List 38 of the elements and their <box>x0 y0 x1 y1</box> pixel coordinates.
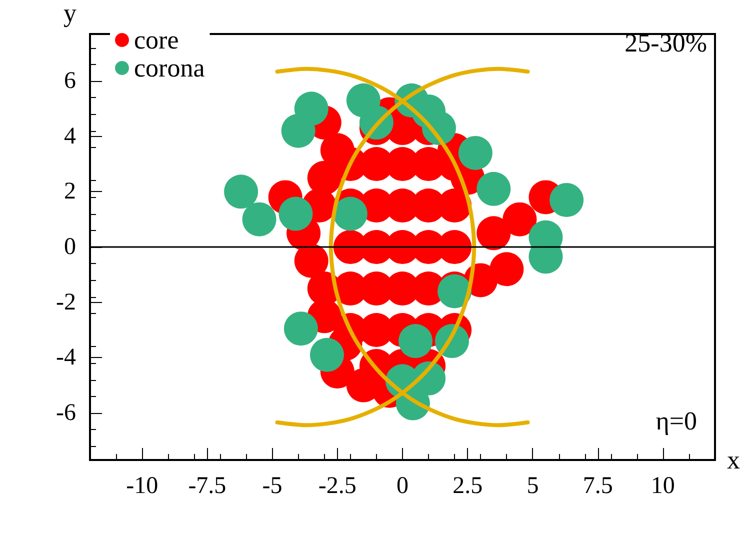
x-tick-label: -10 <box>126 473 158 499</box>
annotation: 25-30% <box>624 28 708 58</box>
x-tick-label: 2.5 <box>452 473 483 499</box>
x-tick-label: -5 <box>262 473 282 499</box>
point <box>476 172 511 206</box>
x-tick-label: 10 <box>650 473 675 499</box>
y-tick-label: 6 <box>64 68 76 94</box>
y-tick-label: 0 <box>64 234 76 260</box>
x-tick-label: 0 <box>396 473 408 499</box>
point <box>284 312 318 346</box>
point <box>398 324 433 358</box>
point <box>281 114 316 148</box>
x-tick-label: 7.5 <box>582 473 613 499</box>
point <box>294 244 328 278</box>
y-tick-label: -6 <box>56 400 76 426</box>
legend-label: corona <box>134 54 206 82</box>
y-tick-label: 2 <box>64 178 76 205</box>
x-axis-title: x <box>727 446 740 474</box>
point <box>458 136 492 170</box>
y-axis-title: y <box>64 0 76 28</box>
point <box>333 196 368 231</box>
point <box>550 182 584 217</box>
point <box>490 252 524 286</box>
legend-label: core <box>134 26 179 54</box>
x-tick-label: -7.5 <box>188 473 226 499</box>
annotation: η=0 <box>656 406 698 436</box>
point <box>242 202 276 236</box>
y-tick-label: -2 <box>56 289 76 316</box>
point <box>307 160 342 195</box>
point <box>502 202 537 236</box>
point <box>476 216 511 250</box>
point <box>224 174 258 209</box>
y-tick-label: -4 <box>56 344 76 371</box>
x-tick-label: -2.5 <box>318 473 356 499</box>
y-tick-label: 4 <box>64 123 76 150</box>
point <box>278 196 313 231</box>
x-tick-label: 5 <box>526 473 539 499</box>
point <box>310 338 344 372</box>
